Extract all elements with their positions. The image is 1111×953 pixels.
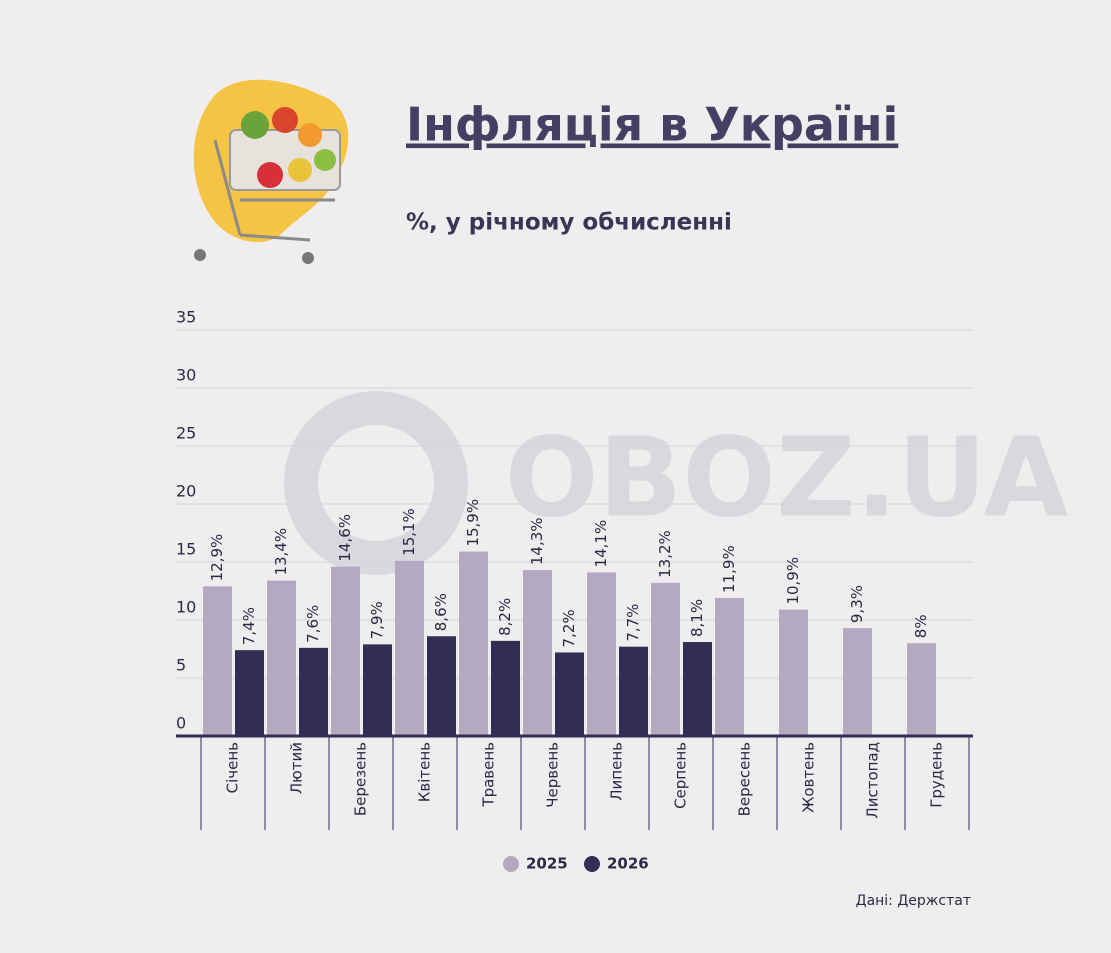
bar xyxy=(363,644,392,736)
bar xyxy=(299,647,328,736)
x-tick-label: Травень xyxy=(480,742,498,808)
value-label: 8,2% xyxy=(496,598,514,636)
x-tick-label: Березень xyxy=(352,742,370,816)
value-label: 7,4% xyxy=(240,607,258,645)
value-label: 8% xyxy=(912,614,930,638)
bar xyxy=(843,628,872,736)
bar xyxy=(779,609,808,736)
bar xyxy=(491,640,520,736)
value-label: 13,2% xyxy=(656,530,674,578)
chart-title: Інфляція в Україні xyxy=(406,98,898,152)
y-tick-label: 20 xyxy=(176,482,196,501)
bar xyxy=(651,582,680,736)
x-tick-label: Грудень xyxy=(928,742,946,808)
value-label: 7,7% xyxy=(624,604,642,642)
y-tick-label: 5 xyxy=(176,656,186,675)
value-label: 15,9% xyxy=(464,499,482,547)
y-tick-label: 35 xyxy=(176,308,196,327)
value-label: 10,9% xyxy=(784,557,802,605)
x-tick-label: Листопад xyxy=(864,742,882,819)
bar xyxy=(235,650,264,736)
x-tick-label: Вересень xyxy=(736,742,754,816)
bar xyxy=(267,580,296,736)
y-tick-label: 15 xyxy=(176,540,196,559)
x-tick-label: Липень xyxy=(608,742,626,801)
legend-marker xyxy=(584,856,600,872)
legend-label: 2026 xyxy=(607,855,649,873)
source: Дані: Держстат xyxy=(856,893,971,909)
value-label: 15,1% xyxy=(400,508,418,556)
value-label: 8,1% xyxy=(688,599,706,637)
bar xyxy=(427,636,456,736)
bar xyxy=(331,566,360,736)
x-tick-label: Червень xyxy=(544,742,562,808)
x-tick-label: Січень xyxy=(224,742,242,793)
x-tick-label: Квітень xyxy=(416,742,434,802)
value-label: 8,6% xyxy=(432,593,450,631)
value-label: 14,1% xyxy=(592,520,610,568)
value-label: 12,9% xyxy=(208,534,226,582)
bar xyxy=(619,646,648,736)
bar xyxy=(683,642,712,736)
bar xyxy=(523,570,552,736)
x-tick-label: Серпень xyxy=(672,742,690,809)
value-label: 9,3% xyxy=(848,585,866,623)
value-label: 14,3% xyxy=(528,517,546,565)
legend-label: 2025 xyxy=(526,855,568,873)
y-tick-label: 10 xyxy=(176,598,196,617)
value-label: 11,9% xyxy=(720,545,738,593)
x-tick-label: Лютий xyxy=(288,742,306,794)
bar xyxy=(395,560,424,736)
y-tick-label: 25 xyxy=(176,424,196,443)
bar xyxy=(715,597,744,736)
bar xyxy=(907,643,936,736)
y-tick-label: 30 xyxy=(176,366,196,385)
cart-illustration xyxy=(193,79,349,264)
y-tick-label: 0 xyxy=(176,714,186,733)
value-label: 7,9% xyxy=(368,601,386,639)
watermark-text: OBOZ.UA xyxy=(505,413,1068,541)
bar xyxy=(459,551,488,736)
watermark: OBOZ.UA xyxy=(284,391,1068,575)
value-label: 14,6% xyxy=(336,514,354,562)
value-label: 13,4% xyxy=(272,528,290,576)
bar xyxy=(203,586,232,736)
value-label: 7,6% xyxy=(304,605,322,643)
bar xyxy=(555,652,584,736)
value-label: 7,2% xyxy=(560,609,578,647)
chart-subtitle: %, у річному обчисленні xyxy=(406,210,732,236)
legend-marker xyxy=(503,856,519,872)
bar xyxy=(587,572,616,736)
x-tick-label: Жовтень xyxy=(800,742,818,813)
